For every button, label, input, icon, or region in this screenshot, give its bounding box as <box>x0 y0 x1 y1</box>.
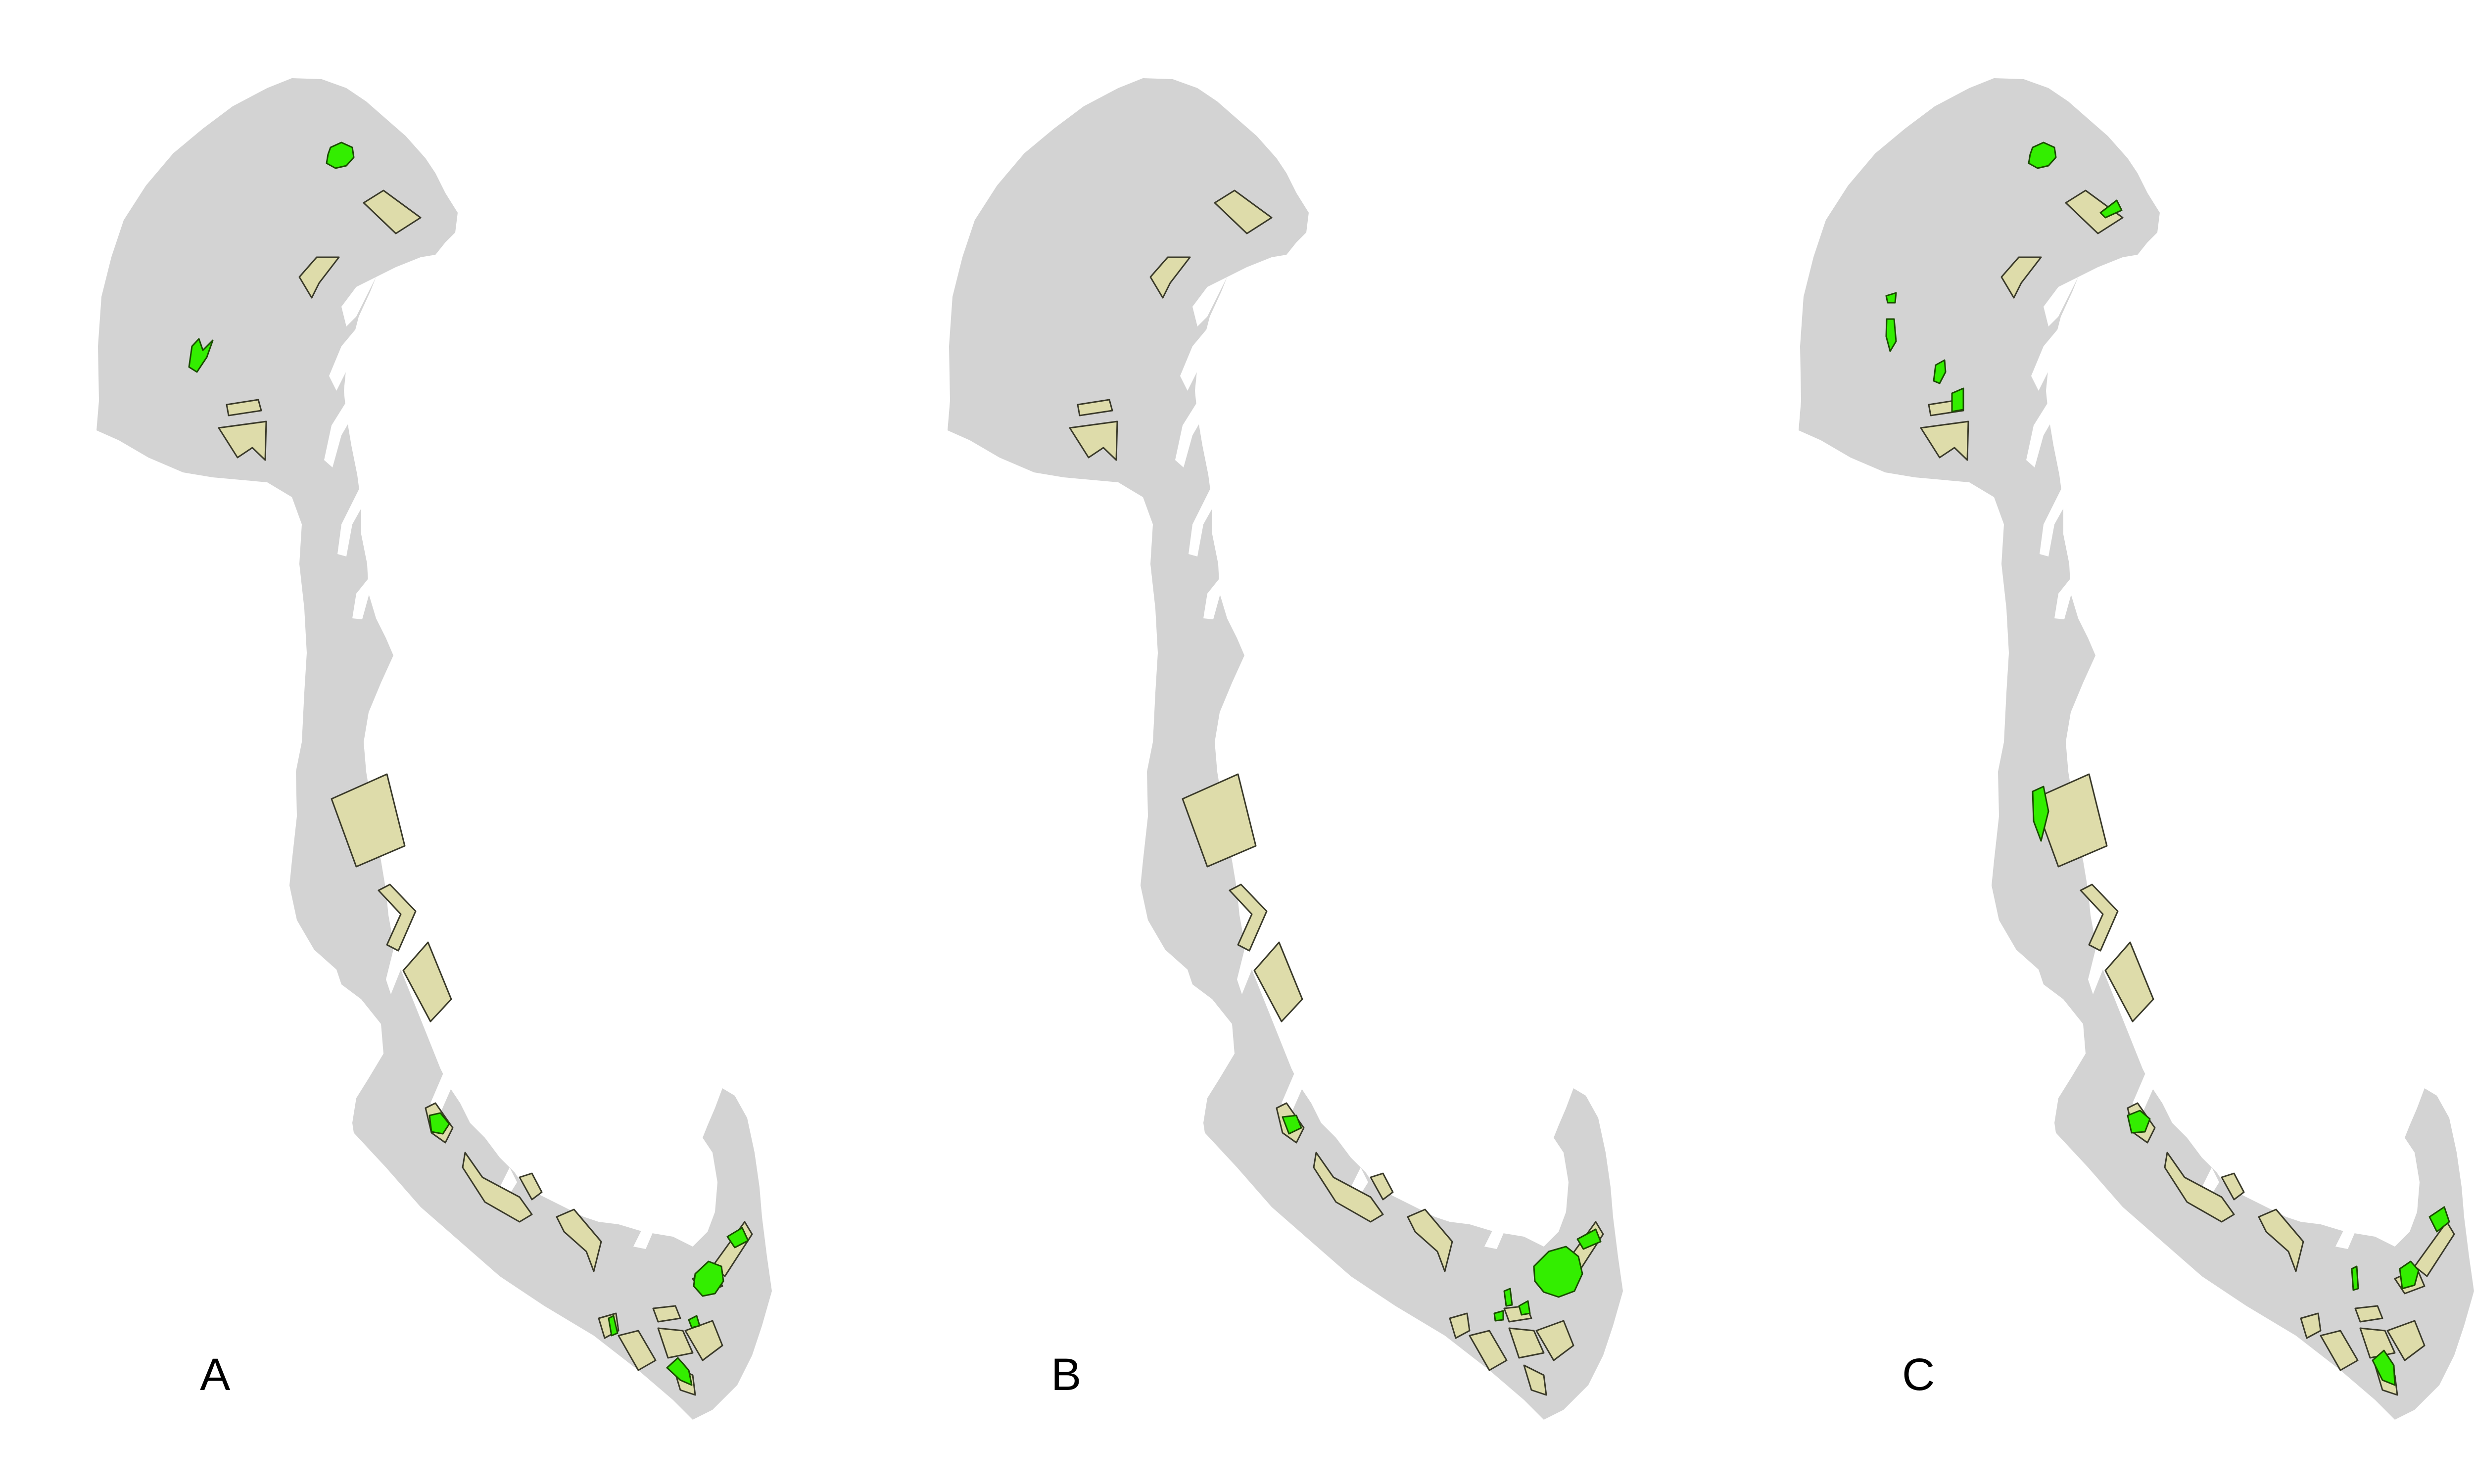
planning-zone <box>2000 256 2042 299</box>
planning-zone <box>1214 189 1273 234</box>
planning-zone <box>2104 941 2154 1022</box>
planning-zone <box>2080 883 2119 952</box>
planning-zone <box>298 256 340 299</box>
selected-area <box>2028 141 2057 169</box>
selected-area <box>693 1260 724 1297</box>
planning-zone <box>218 420 267 461</box>
selected-area <box>1493 1310 1504 1322</box>
planning-zone <box>2359 1327 2396 1359</box>
planning-zone <box>1407 1208 1453 1272</box>
selected-area <box>1951 387 1964 413</box>
planning-zone <box>1535 1320 1574 1361</box>
panel-b: B <box>948 78 1623 1420</box>
selected-area <box>1576 1228 1602 1250</box>
sea-area <box>948 78 1623 1420</box>
planning-zone <box>402 941 452 1022</box>
selected-area <box>2372 1349 2396 1386</box>
sea-area <box>1799 78 2474 1420</box>
selected-area <box>1282 1114 1302 1135</box>
panel-label-b: B <box>1051 1349 1081 1400</box>
selected-area <box>2099 199 2123 219</box>
selected-areas <box>188 141 749 1386</box>
planning-zone <box>652 1305 681 1323</box>
planning-zone <box>363 189 422 234</box>
panel-c: C <box>1799 78 2474 1420</box>
selected-area <box>2399 1260 2420 1290</box>
planning-zone <box>2221 1172 2245 1201</box>
selected-area <box>326 141 355 169</box>
panel-label-a: A <box>200 1349 231 1400</box>
selected-area <box>2127 1110 2151 1134</box>
planning-zone <box>657 1327 694 1359</box>
planning-zone <box>1449 1312 1471 1339</box>
planning-zone <box>684 1320 723 1361</box>
planning-zone <box>462 1152 533 1223</box>
selected-area <box>666 1357 693 1386</box>
planning-zone <box>2414 1221 2455 1277</box>
selected-area <box>188 338 214 373</box>
planning-zone <box>331 773 406 868</box>
selected-area <box>1933 359 1947 384</box>
planning-zone <box>1253 941 1303 1022</box>
selected-areas <box>1885 141 2450 1386</box>
selected-area <box>726 1227 749 1249</box>
planning-zone <box>2354 1305 2383 1323</box>
planning-zone <box>1229 883 1268 952</box>
planning-zone <box>1069 420 1118 461</box>
planning-zone <box>618 1330 657 1371</box>
planning-zone <box>556 1208 602 1272</box>
planning-zone <box>226 399 262 417</box>
selected-area <box>1533 1246 1583 1298</box>
selected-area <box>1503 1288 1513 1307</box>
planning-zone <box>2300 1312 2322 1339</box>
planning-zone <box>1508 1327 1545 1359</box>
planning-zone <box>2386 1320 2426 1361</box>
planning-zone <box>1523 1364 1547 1396</box>
selected-areas <box>1282 1114 1602 1322</box>
planning-zone <box>1149 256 1191 299</box>
panel-label-c: C <box>1902 1349 1935 1400</box>
planning-zone <box>1469 1330 1508 1371</box>
selected-area <box>688 1315 701 1329</box>
selected-area <box>2428 1206 2450 1233</box>
selected-area <box>1885 318 1897 352</box>
selected-area <box>2351 1265 2359 1291</box>
selected-area <box>2032 786 2049 842</box>
selected-area <box>608 1315 618 1337</box>
planning-zone <box>1370 1172 1394 1201</box>
selected-area <box>1518 1300 1531 1316</box>
planning-zone <box>1920 420 1969 461</box>
sea-area <box>96 78 772 1420</box>
planning-zone <box>2065 189 2124 234</box>
planning-zone <box>2320 1330 2359 1371</box>
planning-zone <box>1182 773 1257 868</box>
planning-zone <box>378 883 417 952</box>
planning-zone <box>2258 1208 2304 1272</box>
planning-zone <box>1313 1152 1384 1223</box>
selected-area <box>1885 292 1897 304</box>
planning-zone <box>2164 1152 2235 1223</box>
planning-zone <box>519 1172 543 1201</box>
planning-zone <box>2033 773 2108 868</box>
selected-area <box>428 1112 450 1135</box>
planning-zone <box>1077 399 1113 417</box>
panel-a: A <box>96 78 772 1420</box>
